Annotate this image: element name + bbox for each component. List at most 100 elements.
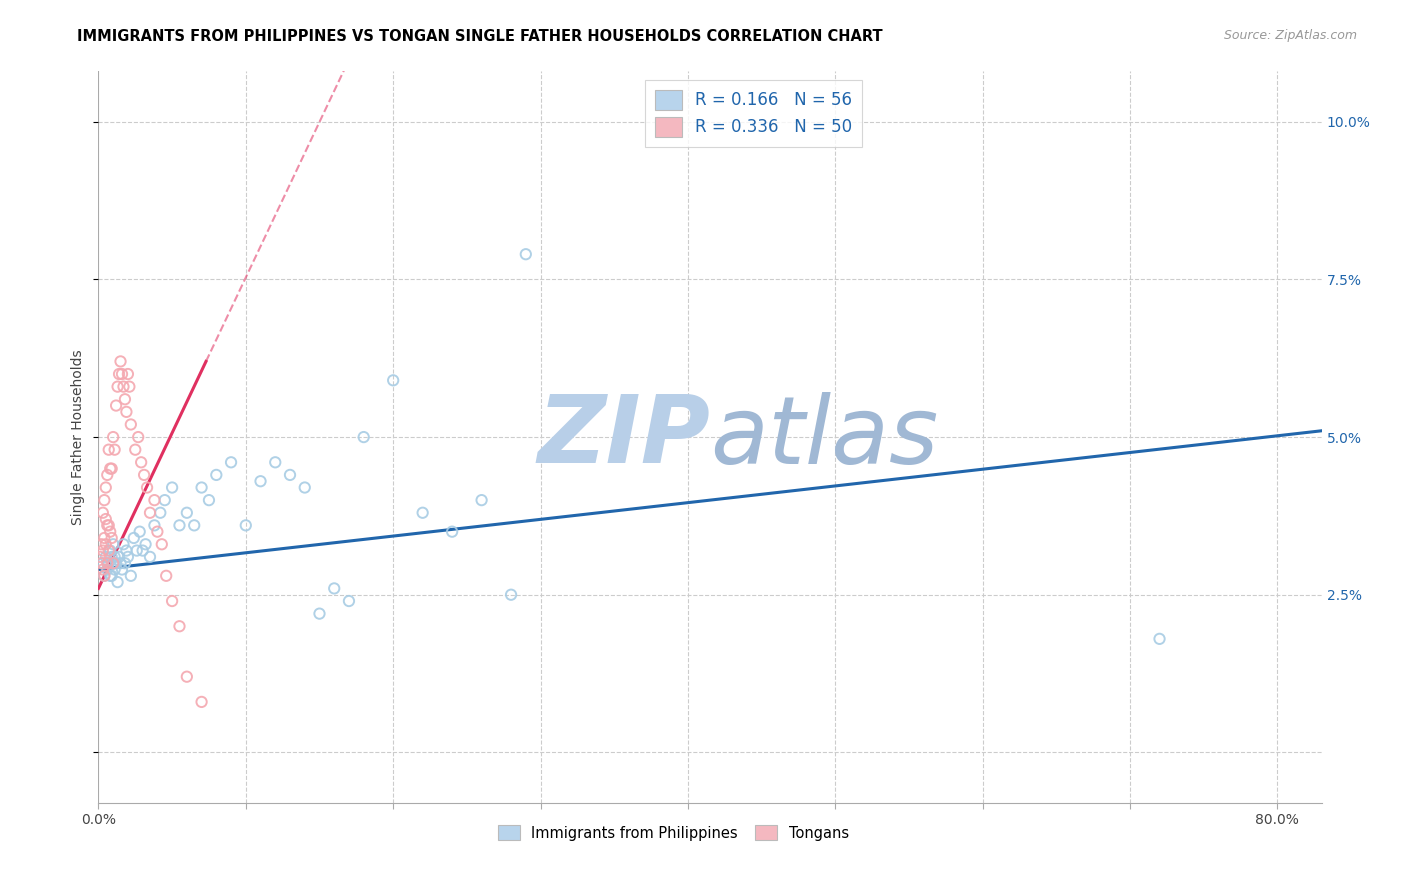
Point: [132, 467, 155, 482]
Point: [96, 518, 118, 533]
Point: [96, 467, 118, 482]
Point: [105, 556, 128, 570]
Text: ZIP: ZIP: [537, 391, 710, 483]
Point: [136, 481, 159, 495]
Point: [515, 247, 537, 261]
Text: atlas: atlas: [710, 392, 938, 483]
Point: [139, 549, 162, 564]
Point: [108, 549, 131, 564]
Point: [125, 543, 148, 558]
Point: [118, 379, 141, 393]
Point: [323, 582, 346, 596]
Point: [176, 506, 198, 520]
Point: [98, 569, 121, 583]
Point: [441, 524, 464, 539]
Point: [120, 569, 142, 583]
Point: [131, 543, 153, 558]
Point: [294, 481, 316, 495]
Point: [110, 556, 132, 570]
Text: Source: ZipAtlas.com: Source: ZipAtlas.com: [1223, 29, 1357, 42]
Point: [219, 455, 242, 469]
Point: [96, 562, 118, 576]
Point: [97, 556, 120, 570]
Point: [94, 481, 117, 495]
Point: [160, 594, 183, 608]
Point: [308, 607, 330, 621]
Point: [98, 524, 121, 539]
Point: [153, 493, 176, 508]
Point: [129, 455, 152, 469]
Point: [235, 518, 257, 533]
Y-axis label: Single Father Households: Single Father Households: [72, 350, 86, 524]
Point: [93, 531, 115, 545]
Point: [278, 467, 301, 482]
Point: [112, 379, 135, 393]
Point: [91, 556, 114, 570]
Point: [143, 518, 166, 533]
Point: [205, 467, 228, 482]
Point: [139, 506, 162, 520]
Point: [101, 430, 124, 444]
Point: [169, 518, 191, 533]
Legend: Immigrants from Philippines, Tongans: Immigrants from Philippines, Tongans: [492, 820, 855, 847]
Point: [264, 455, 287, 469]
Point: [471, 493, 494, 508]
Point: [124, 442, 146, 457]
Point: [143, 493, 166, 508]
Point: [160, 481, 183, 495]
Point: [107, 575, 129, 590]
Point: [117, 549, 139, 564]
Point: [96, 556, 118, 570]
Point: [97, 518, 120, 533]
Text: IMMIGRANTS FROM PHILIPPINES VS TONGAN SINGLE FATHER HOUSEHOLDS CORRELATION CHART: IMMIGRANTS FROM PHILIPPINES VS TONGAN SI…: [77, 29, 883, 44]
Point: [114, 556, 136, 570]
Point: [190, 695, 212, 709]
Point: [91, 543, 114, 558]
Point: [93, 569, 115, 583]
Point: [412, 506, 434, 520]
Point: [149, 506, 172, 520]
Point: [90, 556, 112, 570]
Point: [91, 562, 114, 576]
Point: [104, 562, 127, 576]
Point: [90, 537, 112, 551]
Point: [128, 524, 150, 539]
Point: [94, 512, 117, 526]
Point: [198, 493, 221, 508]
Point: [98, 543, 121, 558]
Point: [112, 537, 135, 551]
Point: [98, 461, 121, 475]
Point: [499, 588, 522, 602]
Point: [94, 549, 117, 564]
Point: [146, 524, 169, 539]
Point: [117, 367, 139, 381]
Point: [93, 569, 115, 583]
Point: [135, 537, 157, 551]
Point: [107, 379, 129, 393]
Point: [104, 442, 127, 457]
Point: [382, 373, 405, 387]
Point: [155, 569, 177, 583]
Point: [97, 543, 120, 558]
Point: [105, 399, 128, 413]
Point: [94, 537, 117, 551]
Point: [169, 619, 191, 633]
Point: [190, 481, 212, 495]
Point: [115, 543, 138, 558]
Point: [111, 562, 134, 576]
Point: [115, 405, 138, 419]
Point: [97, 442, 120, 457]
Point: [122, 531, 145, 545]
Point: [108, 367, 131, 381]
Point: [104, 549, 127, 564]
Point: [100, 569, 122, 583]
Point: [100, 549, 122, 564]
Point: [100, 531, 122, 545]
Point: [89, 549, 111, 564]
Point: [111, 367, 134, 381]
Point: [101, 537, 124, 551]
Point: [101, 556, 124, 570]
Point: [249, 474, 271, 488]
Point: [127, 430, 149, 444]
Point: [91, 506, 114, 520]
